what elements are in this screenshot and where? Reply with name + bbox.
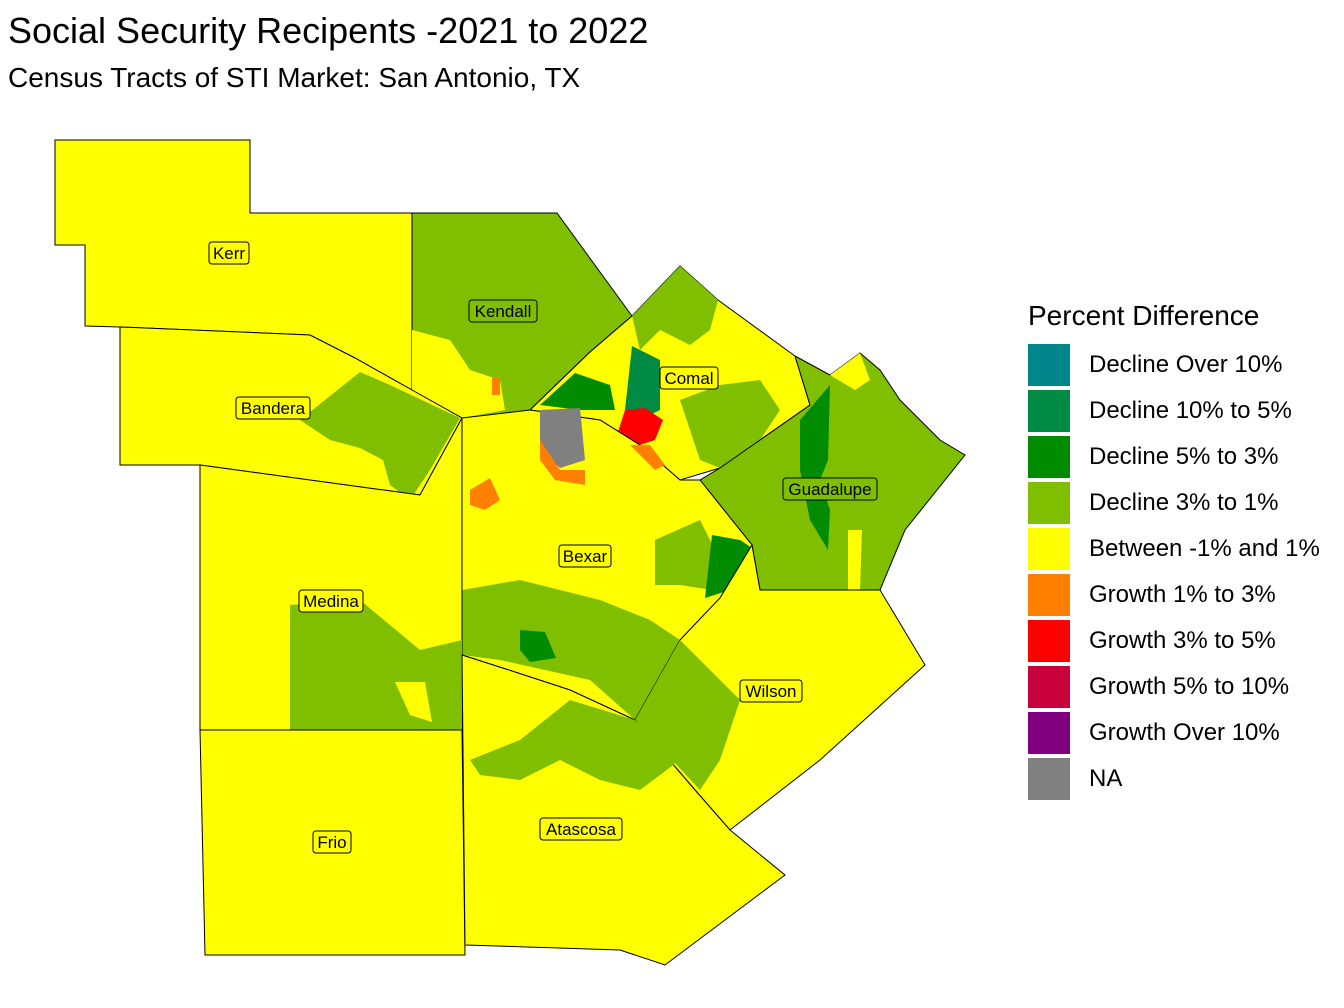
guadalupe-yellow-tract [830,353,870,390]
county-label-kerr: Kerr [208,241,250,265]
svg-text:Medina: Medina [303,592,359,611]
choropleth-map: Kerr Kendall Bandera Comal Guadalupe Bex… [54,139,966,966]
atascosa-green-tract [470,700,680,790]
medina-yellow-tract [395,682,432,722]
bexar-orange-tract-north [540,440,585,485]
svg-text:Wilson: Wilson [745,682,796,701]
map-title: Social Security Recipents -2021 to 2022 [8,10,649,51]
county-guadalupe [699,352,966,591]
map-subtitle: Census Tracts of STI Market: San Antonio… [8,62,581,93]
svg-text:Kerr: Kerr [213,244,245,263]
legend-swatch [1028,712,1070,754]
comal-decline-10-5-tract [625,346,660,420]
legend-label: Between -1% and 1% [1089,535,1320,562]
county-label-atascosa: Atascosa [539,817,623,841]
legend-label: Decline 5% to 3% [1089,443,1279,470]
legend-swatch [1028,482,1070,524]
legend-label: Growth 3% to 5% [1089,627,1276,654]
svg-text:Frio: Frio [317,833,346,852]
legend-item: Decline Over 10% [1028,342,1320,388]
svg-text:Comal: Comal [664,369,713,388]
county-label-wilson: Wilson [739,679,803,703]
county-label-kendall: Kendall [468,299,538,323]
legend-label: Decline Over 10% [1089,351,1283,378]
legend-title: Percent Difference [1028,300,1260,331]
legend-swatch [1028,528,1070,570]
legend-item: Growth Over 10% [1028,710,1320,756]
comal-dark-green-tract [540,373,615,410]
bexar-na-tract [540,408,585,468]
bexar-orange-tract-west [470,478,500,510]
county-label-bexar: Bexar [558,544,612,568]
legend-swatch [1028,620,1070,662]
legend-item: Decline 10% to 5% [1028,388,1320,434]
legend: Percent Difference Decline Over 10% Decli… [1028,300,1320,802]
svg-text:Bexar: Bexar [563,547,608,566]
legend-item: Decline 5% to 3% [1028,434,1320,480]
kendall-yellow-tract [412,330,505,418]
wilson-green-tract [635,640,740,790]
county-label-medina: Medina [298,589,364,613]
legend-item: Decline 3% to 1% [1028,480,1320,526]
bexar-dark-green-tract-south [520,630,556,662]
legend-swatch [1028,666,1070,708]
legend-label: Growth 5% to 10% [1089,673,1290,700]
legend-items: Decline Over 10% Decline 10% to 5% Decline… [1028,342,1320,802]
legend-item: Growth 5% to 10% [1028,664,1320,710]
svg-text:Guadalupe: Guadalupe [788,480,871,499]
guadalupe-dark-green-tract [800,385,830,550]
legend-swatch [1028,390,1070,432]
bandera-green-tract [300,372,460,500]
legend-item: Growth 3% to 5% [1028,618,1320,664]
legend-item: Between -1% and 1% [1028,526,1320,572]
comal-red-tract [618,408,663,445]
legend-label: Decline 3% to 1% [1089,489,1279,516]
bexar-green-tract-east [655,520,720,590]
county-label-bandera: Bandera [235,396,311,420]
legend-swatch [1028,344,1070,386]
svg-text:Kendall: Kendall [475,302,532,321]
comal-green-tract [632,266,718,350]
bexar-dark-green-tract-east [705,535,752,598]
legend-label: NA [1089,765,1123,792]
bexar-green-tract-south [462,580,680,720]
legend-swatch [1028,436,1070,478]
kendall-orange-tract [492,378,500,395]
guadalupe-yellow-tract-2 [848,530,862,590]
bexar-orange-tract-northeast [630,445,665,470]
legend-label: Growth 1% to 3% [1089,581,1276,608]
legend-item: NA [1028,756,1320,802]
comal-green-tract-2 [680,380,780,468]
legend-label: Decline 10% to 5% [1089,397,1292,424]
legend-item: Growth 1% to 3% [1028,572,1320,618]
svg-text:Atascosa: Atascosa [546,820,616,839]
legend-label: Growth Over 10% [1089,719,1280,746]
county-label-frio: Frio [312,830,352,854]
county-label-guadalupe: Guadalupe [782,477,878,501]
legend-swatch [1028,574,1070,616]
county-label-comal: Comal [659,366,719,390]
legend-swatch [1028,758,1070,800]
svg-text:Bandera: Bandera [241,399,306,418]
